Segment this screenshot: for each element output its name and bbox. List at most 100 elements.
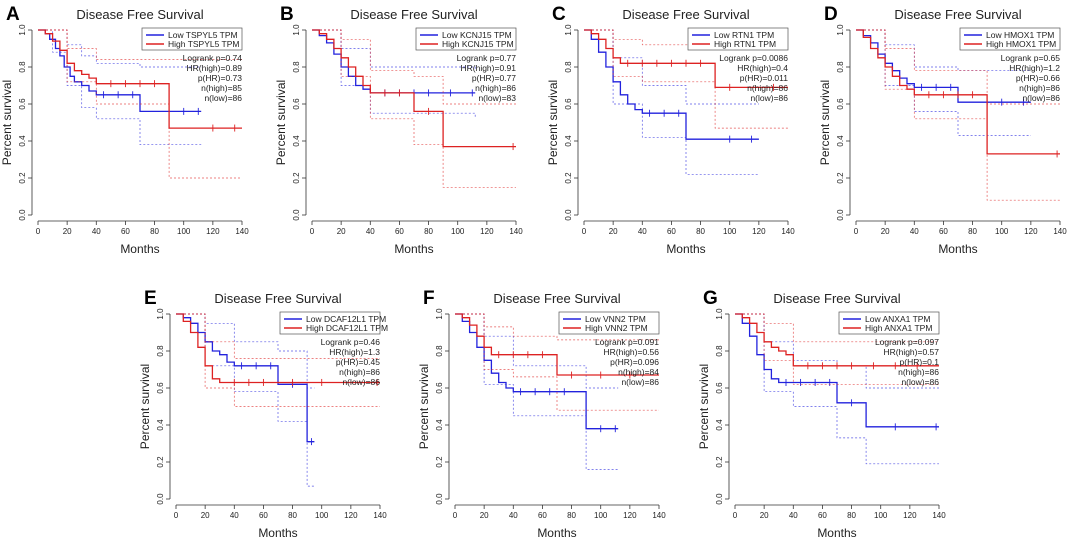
- legend-box: [959, 27, 1061, 51]
- x-tick-label: 100: [995, 227, 1009, 236]
- stat-line: HR(high)=1.3: [329, 347, 380, 357]
- y-axis-label: Percent survival: [546, 80, 560, 165]
- x-tick-label: 120: [623, 511, 637, 520]
- survival-curve-low: [176, 313, 315, 443]
- x-tick-label: 40: [230, 511, 239, 520]
- y-tick-label: 0.8: [435, 345, 444, 357]
- x-tick-label: 120: [752, 227, 766, 236]
- panel-letter: E: [144, 288, 157, 309]
- x-tick-label: 100: [315, 511, 329, 520]
- legend-box: [141, 27, 243, 51]
- y-tick-label: 0.4: [564, 135, 573, 147]
- ci-lower-low: [584, 29, 759, 175]
- x-tick-label: 100: [723, 227, 737, 236]
- ci-lower-low: [38, 29, 202, 146]
- x-tick-label: 20: [881, 227, 890, 236]
- ci-lower-high: [584, 29, 788, 129]
- x-axis-label: Months: [537, 526, 576, 540]
- panel-d: D Disease Free Survival 0 20 40 60 80 100 120 140…: [818, 4, 1067, 256]
- panel-letter: D: [824, 4, 838, 25]
- y-tick-label: 0.2: [435, 456, 444, 468]
- panel-letter: B: [280, 4, 294, 25]
- survival-curve-high: [735, 313, 939, 367]
- legend-label: High RTN1 TPM: [714, 39, 776, 49]
- y-tick-label: 0.0: [564, 209, 573, 221]
- stat-line: HR(high)=0.91: [460, 63, 516, 73]
- x-tick-label: 0: [453, 511, 458, 520]
- x-tick-label: 80: [968, 227, 977, 236]
- y-tick-label: 0.0: [836, 209, 845, 221]
- stat-line: n(high)=86: [339, 367, 380, 377]
- legend-label: Low KCNJ15 TPM: [442, 30, 512, 40]
- x-tick-label: 0: [36, 227, 41, 236]
- x-tick-label: 0: [854, 227, 859, 236]
- y-tick-label: 0.0: [18, 209, 27, 221]
- x-tick-label: 60: [667, 227, 676, 236]
- stat-line: HR(high)=0.89: [186, 63, 242, 73]
- y-axis-label: Percent survival: [274, 80, 288, 165]
- y-tick-label: 0.6: [435, 382, 444, 394]
- stat-line: n(high)=85: [201, 83, 242, 93]
- y-axis-label: Percent survival: [138, 364, 152, 449]
- x-tick-label: 0: [310, 227, 315, 236]
- legend-label: Low DCAF12L1 TPM: [306, 314, 386, 324]
- x-tick-label: 40: [509, 511, 518, 520]
- x-tick-label: 140: [509, 227, 523, 236]
- panel-a: A Disease Free Survival 0 20 40 60 80 100 120 140…: [0, 4, 249, 256]
- legend-label: Low HMOX1 TPM: [986, 30, 1054, 40]
- y-tick-label: 0.0: [156, 493, 165, 505]
- stat-line: p(HR)=0.45: [336, 357, 380, 367]
- survival-curve-high: [856, 29, 1060, 155]
- x-tick-label: 100: [451, 227, 465, 236]
- y-tick-label: 0.6: [292, 98, 301, 110]
- chart-title: Disease Free Survival: [76, 7, 203, 22]
- legend-label: High TSPYL5 TPM: [168, 39, 240, 49]
- y-tick-label: 0.2: [292, 172, 301, 184]
- ci-lower-high: [856, 29, 1060, 201]
- stat-line: Logrank p=0.65: [1001, 53, 1061, 63]
- stat-line: p(HR)=0.011: [740, 73, 789, 83]
- y-tick-label: 1.0: [18, 24, 27, 36]
- stat-line: HR(high)=0.4: [737, 63, 788, 73]
- stat-line: n(high)=84: [618, 367, 659, 377]
- y-tick-label: 0.2: [715, 456, 724, 468]
- legend-box: [279, 311, 381, 335]
- stat-line: n(high)=86: [475, 83, 516, 93]
- y-tick-label: 1.0: [156, 308, 165, 320]
- legend-label: High ANXA1 TPM: [865, 323, 932, 333]
- stat-line: n(high)=86: [898, 367, 939, 377]
- y-tick-label: 0.6: [836, 98, 845, 110]
- legend-label: Low TSPYL5 TPM: [168, 30, 238, 40]
- stat-line: p(HR)=0.1: [900, 357, 940, 367]
- legend-label: High KCNJ15 TPM: [442, 39, 514, 49]
- x-tick-label: 60: [538, 511, 547, 520]
- legend-box: [687, 27, 789, 51]
- x-tick-label: 60: [259, 511, 268, 520]
- x-tick-label: 40: [366, 227, 375, 236]
- chart-title: Disease Free Survival: [214, 291, 341, 306]
- y-tick-label: 0.2: [836, 172, 845, 184]
- survival-curve-high: [584, 29, 788, 89]
- panel-letter: F: [423, 288, 435, 309]
- stat-line: n(high)=86: [1019, 83, 1060, 93]
- stat-line: p(HR)=0.77: [472, 73, 516, 83]
- legend-label: Low ANXA1 TPM: [865, 314, 931, 324]
- y-tick-label: 0.6: [156, 382, 165, 394]
- x-tick-label: 40: [638, 227, 647, 236]
- survival-curve-high: [176, 313, 380, 384]
- x-axis-label: Months: [938, 242, 977, 256]
- x-tick-label: 20: [609, 227, 618, 236]
- survival-curve-low: [735, 313, 939, 428]
- y-tick-label: 0.2: [156, 456, 165, 468]
- y-tick-label: 0.4: [18, 135, 27, 147]
- x-tick-label: 80: [288, 511, 297, 520]
- legend-box: [415, 27, 517, 51]
- legend-label: Low RTN1 TPM: [714, 30, 774, 40]
- y-tick-label: 1.0: [435, 308, 444, 320]
- ci-lower-high: [38, 29, 242, 179]
- y-axis-label: Percent survival: [697, 364, 711, 449]
- y-tick-label: 0.8: [564, 61, 573, 73]
- legend-label: High DCAF12L1 TPM: [306, 323, 388, 333]
- x-tick-label: 100: [594, 511, 608, 520]
